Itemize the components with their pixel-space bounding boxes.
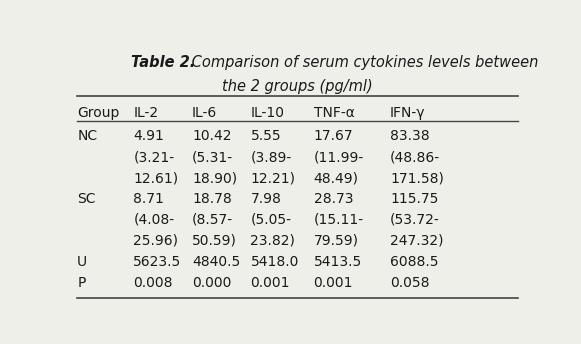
Text: 247.32): 247.32) bbox=[390, 234, 443, 248]
Text: 6088.5: 6088.5 bbox=[390, 255, 439, 269]
Text: (11.99-: (11.99- bbox=[314, 150, 364, 164]
Text: 4840.5: 4840.5 bbox=[192, 255, 240, 269]
Text: Table 2.: Table 2. bbox=[131, 54, 195, 69]
Text: 50.59): 50.59) bbox=[192, 234, 237, 248]
Text: 5418.0: 5418.0 bbox=[250, 255, 299, 269]
Text: 17.67: 17.67 bbox=[314, 129, 353, 143]
Text: 23.82): 23.82) bbox=[250, 234, 295, 248]
Text: 5.55: 5.55 bbox=[250, 129, 281, 143]
Text: 4.91: 4.91 bbox=[134, 129, 164, 143]
Text: (48.86-: (48.86- bbox=[390, 150, 440, 164]
Text: (5.31-: (5.31- bbox=[192, 150, 233, 164]
Text: TNF-α: TNF-α bbox=[314, 106, 354, 120]
Text: NC: NC bbox=[77, 129, 97, 143]
Text: P: P bbox=[77, 276, 85, 290]
Text: (4.08-: (4.08- bbox=[134, 213, 174, 227]
Text: 8.71: 8.71 bbox=[134, 192, 164, 206]
Text: 10.42: 10.42 bbox=[192, 129, 231, 143]
Text: (15.11-: (15.11- bbox=[314, 213, 364, 227]
Text: 0.008: 0.008 bbox=[134, 276, 173, 290]
Text: U: U bbox=[77, 255, 87, 269]
Text: 115.75: 115.75 bbox=[390, 192, 439, 206]
Text: 28.73: 28.73 bbox=[314, 192, 353, 206]
Text: 0.001: 0.001 bbox=[314, 276, 353, 290]
Text: (53.72-: (53.72- bbox=[390, 213, 440, 227]
Text: 12.21): 12.21) bbox=[250, 171, 296, 185]
Text: (3.21-: (3.21- bbox=[134, 150, 174, 164]
Text: (5.05-: (5.05- bbox=[250, 213, 292, 227]
Text: 0.058: 0.058 bbox=[390, 276, 429, 290]
Text: SC: SC bbox=[77, 192, 96, 206]
Text: 0.000: 0.000 bbox=[192, 276, 231, 290]
Text: 18.78: 18.78 bbox=[192, 192, 232, 206]
Text: 83.38: 83.38 bbox=[390, 129, 430, 143]
Text: Comparison of serum cytokines levels between: Comparison of serum cytokines levels bet… bbox=[188, 54, 539, 69]
Text: 5623.5: 5623.5 bbox=[134, 255, 182, 269]
Text: IL-2: IL-2 bbox=[134, 106, 159, 120]
Text: 0.001: 0.001 bbox=[250, 276, 290, 290]
Text: 48.49): 48.49) bbox=[314, 171, 358, 185]
Text: (8.57-: (8.57- bbox=[192, 213, 233, 227]
Text: 18.90): 18.90) bbox=[192, 171, 237, 185]
Text: 5413.5: 5413.5 bbox=[314, 255, 362, 269]
Text: Group: Group bbox=[77, 106, 120, 120]
Text: 7.98: 7.98 bbox=[250, 192, 281, 206]
Text: 12.61): 12.61) bbox=[134, 171, 178, 185]
Text: IFN-γ: IFN-γ bbox=[390, 106, 425, 120]
Text: IL-10: IL-10 bbox=[250, 106, 285, 120]
Text: 79.59): 79.59) bbox=[314, 234, 358, 248]
Text: the 2 groups (pg/ml): the 2 groups (pg/ml) bbox=[223, 79, 373, 94]
Text: 171.58): 171.58) bbox=[390, 171, 444, 185]
Text: (3.89-: (3.89- bbox=[250, 150, 292, 164]
Text: 25.96): 25.96) bbox=[134, 234, 178, 248]
Text: IL-6: IL-6 bbox=[192, 106, 217, 120]
